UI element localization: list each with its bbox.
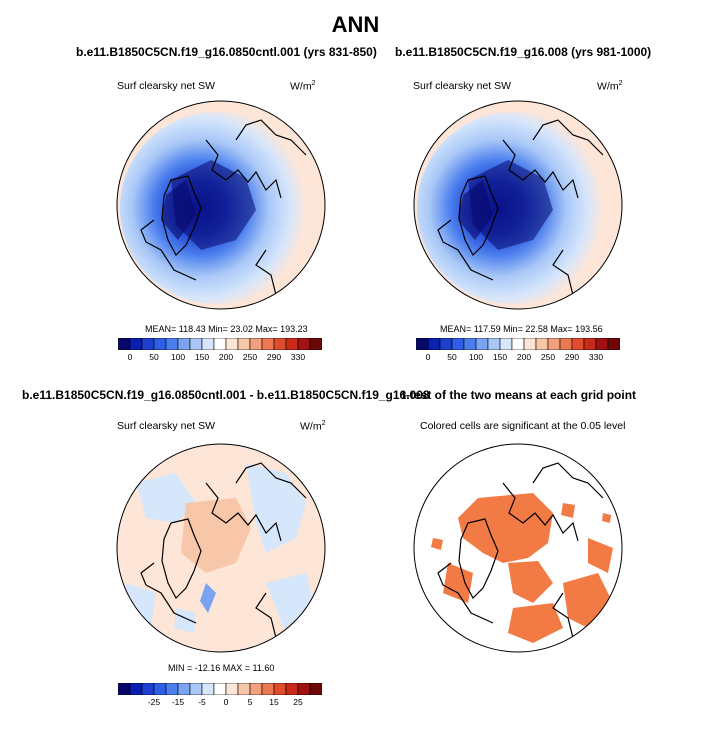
colorbar-swatch: [225, 338, 239, 350]
tick-label: 0: [127, 352, 133, 362]
colorbar-swatch: [141, 338, 155, 350]
colorbar-swatch: [285, 683, 299, 695]
panel-3-colorbar-ticks: -25 -15 -5 0 5 15 25: [118, 697, 322, 709]
colorbar-swatch: [547, 338, 561, 350]
tick-label: 250: [242, 352, 258, 362]
colorbar-swatch: [273, 683, 287, 695]
colorbar-swatch: [225, 683, 239, 695]
tick-label: 330: [588, 352, 604, 362]
colorbar-swatch: [559, 338, 573, 350]
panel-1-title: b.e11.B1850C5CN.f19_g16.0850cntl.001 (yr…: [76, 45, 377, 59]
colorbar-swatch: [153, 338, 167, 350]
colorbar-swatch: [237, 683, 251, 695]
tick-label: 290: [564, 352, 580, 362]
panel-3-polar-map: [116, 443, 326, 653]
colorbar-swatch: [201, 683, 215, 695]
colorbar-swatch: [535, 338, 549, 350]
colorbar-swatch: [523, 338, 537, 350]
panel-2-colorbar: [416, 338, 620, 350]
tick-label: 150: [194, 352, 210, 362]
tick-label: 200: [218, 352, 234, 362]
colorbar-swatch: [595, 338, 609, 350]
panel-1-stats: MEAN= 118.43 Min= 23.02 Max= 193.23: [145, 324, 308, 334]
colorbar-swatch: [487, 338, 501, 350]
panel-2-title: b.e11.B1850C5CN.f19_g16.008 (yrs 981-100…: [395, 45, 652, 59]
tick-label: 15: [269, 697, 279, 707]
tick-label: -15: [171, 697, 185, 707]
tick-label: -5: [198, 697, 206, 707]
tick-label: 100: [170, 352, 186, 362]
panel-3-colorbar: [118, 683, 322, 695]
colorbar-swatch: [249, 683, 263, 695]
tick-label: 25: [293, 697, 303, 707]
colorbar-swatch: [499, 338, 513, 350]
colorbar-swatch: [177, 683, 191, 695]
colorbar-swatch: [416, 338, 429, 350]
panel-2-units: W/m2: [597, 80, 623, 93]
colorbar-swatch: [118, 683, 131, 695]
colorbar-swatch: [607, 338, 620, 350]
colorbar-swatch: [201, 338, 215, 350]
panel-1-colorbar-ticks: 0 50 100 150 200 250 290 330: [118, 352, 322, 364]
colorbar-swatch: [213, 338, 227, 350]
colorbar-swatch: [261, 683, 275, 695]
panel-4-significance-map: [413, 443, 623, 653]
colorbar-swatch: [583, 338, 597, 350]
colorbar-swatch: [439, 338, 453, 350]
panel-4-title: t-test of the two means at each grid poi…: [402, 388, 637, 402]
panel-4-field-label: Colored cells are significant at the 0.0…: [420, 420, 626, 432]
panel-3-field-label: Surf clearsky net SW: [117, 420, 216, 432]
colorbar-swatch: [153, 683, 167, 695]
colorbar-swatch: [165, 683, 179, 695]
colorbar-swatch: [129, 338, 143, 350]
panel-1-polar-map: [116, 100, 326, 310]
colorbar-swatch: [273, 338, 287, 350]
colorbar-swatch: [285, 338, 299, 350]
colorbar-swatch: [177, 338, 191, 350]
colorbar-swatch: [189, 338, 203, 350]
main-title: ANN: [331, 12, 380, 37]
tick-label: 290: [266, 352, 282, 362]
tick-label: 50: [149, 352, 159, 362]
tick-label: 150: [492, 352, 508, 362]
panel-2-polar-map: [413, 100, 623, 310]
colorbar-swatch: [237, 338, 251, 350]
colorbar-swatch: [309, 683, 322, 695]
colorbar-swatch: [511, 338, 525, 350]
colorbar-swatch: [118, 338, 131, 350]
colorbar-swatch: [165, 338, 179, 350]
colorbar-swatch: [297, 338, 311, 350]
tick-label: 250: [540, 352, 556, 362]
colorbar-swatch: [427, 338, 441, 350]
tick-label: 0: [425, 352, 431, 362]
tick-label: 330: [290, 352, 306, 362]
panel-1-colorbar: [118, 338, 322, 350]
colorbar-swatch: [451, 338, 465, 350]
tick-label: 200: [516, 352, 532, 362]
colorbar-swatch: [261, 338, 275, 350]
colorbar-swatch: [297, 683, 311, 695]
panel-1-units: W/m2: [290, 80, 316, 93]
colorbar-swatch: [141, 683, 155, 695]
panel-1-field-label: Surf clearsky net SW: [117, 80, 216, 92]
colorbar-swatch: [463, 338, 477, 350]
colorbar-swatch: [249, 338, 263, 350]
tick-label: 5: [247, 697, 253, 707]
panel-3-units: W/m2: [300, 420, 326, 433]
panel-3-title: b.e11.B1850C5CN.f19_g16.0850cntl.001 - b…: [22, 388, 430, 402]
tick-label: 0: [223, 697, 229, 707]
colorbar-swatch: [475, 338, 489, 350]
colorbar-swatch: [129, 683, 143, 695]
panel-2-colorbar-ticks: 0 50 100 150 200 250 290 330: [416, 352, 620, 364]
tick-label: -25: [147, 697, 161, 707]
tick-label: 100: [468, 352, 484, 362]
panel-3-stats: MIN = -12.16 MAX = 11.60: [168, 663, 275, 673]
panel-2-field-label: Surf clearsky net SW: [413, 80, 512, 92]
colorbar-swatch: [189, 683, 203, 695]
colorbar-swatch: [571, 338, 585, 350]
tick-label: 50: [447, 352, 457, 362]
colorbar-swatch: [309, 338, 322, 350]
panel-2-stats: MEAN= 117.59 Min= 22.58 Max= 193.56: [440, 324, 603, 334]
colorbar-swatch: [213, 683, 227, 695]
